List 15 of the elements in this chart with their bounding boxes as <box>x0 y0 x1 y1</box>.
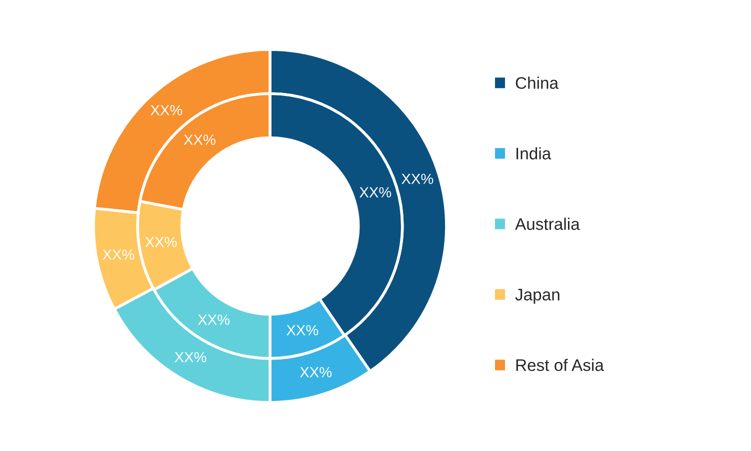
data-label: XX% <box>150 105 182 116</box>
data-label: XX% <box>184 134 216 145</box>
data-label: XX% <box>402 174 434 184</box>
legend-label: Australia <box>515 218 580 230</box>
legend-label: Japan <box>515 288 560 304</box>
data-label: XX% <box>145 236 177 248</box>
data-label: XX% <box>286 325 318 336</box>
data-label: XX% <box>360 187 392 198</box>
legend-label: Rest of Asia <box>516 358 604 372</box>
data-label: XX% <box>198 314 230 325</box>
legend-label: China <box>516 76 559 89</box>
data-label: XX% <box>174 352 206 362</box>
legend-label: India <box>516 147 552 160</box>
data-label: XX% <box>102 250 134 260</box>
data-label: XX% <box>300 367 332 378</box>
